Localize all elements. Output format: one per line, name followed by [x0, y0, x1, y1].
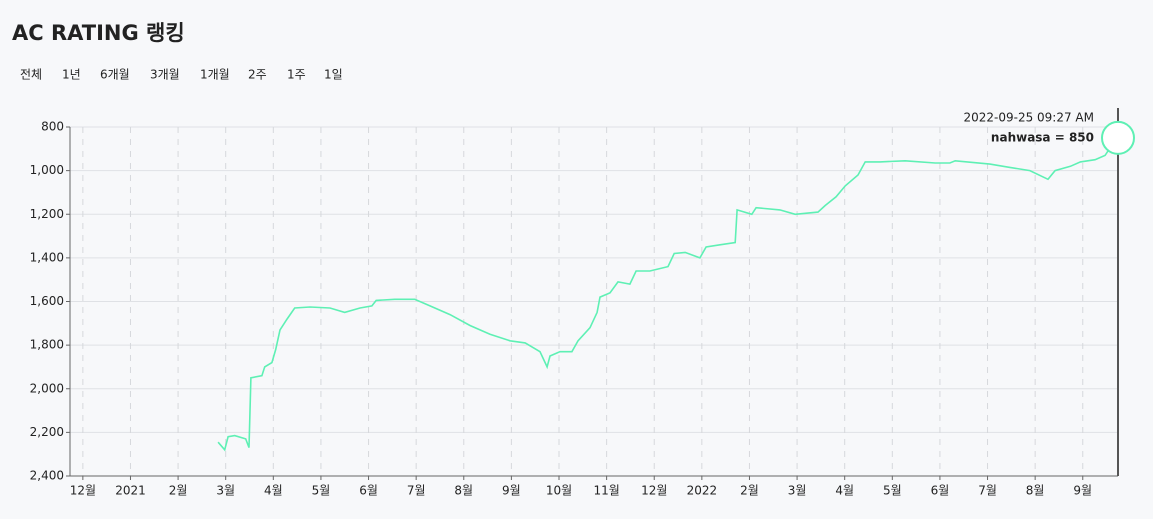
- y-tick-label: 1,000: [30, 163, 64, 177]
- tooltip-value: nahwasa = 850: [991, 131, 1094, 145]
- x-tick-label: 2021: [115, 484, 146, 498]
- rating-line: [217, 137, 1119, 452]
- x-tick-label: 5월: [883, 484, 902, 498]
- x-tick-label: 7월: [407, 484, 426, 498]
- y-tick-label: 1,800: [30, 338, 64, 352]
- y-tick-label: 800: [41, 120, 64, 134]
- range-tab[interactable]: 1년: [62, 68, 81, 82]
- y-tick-label: 1,400: [30, 250, 64, 264]
- page-title: AC RATING 랭킹: [12, 21, 185, 45]
- y-tick-label: 2,400: [30, 469, 64, 483]
- x-tick-label: 2월: [169, 484, 188, 498]
- x-tick-label: 8월: [454, 484, 473, 498]
- x-tick-label: 6월: [931, 484, 950, 498]
- x-tick-label: 8월: [1026, 484, 1045, 498]
- x-tick-label: 7월: [978, 484, 997, 498]
- x-tick-label: 12월: [641, 484, 667, 498]
- x-tick-label: 11월: [593, 484, 619, 498]
- tooltip-date: 2022-09-25 09:27 AM: [963, 111, 1094, 125]
- range-tab[interactable]: 6개월: [100, 68, 130, 82]
- x-tick-label: 4월: [264, 484, 283, 498]
- x-tick-label: 6월: [359, 484, 378, 498]
- x-tick-label: 2월: [740, 484, 759, 498]
- y-tick-label: 2,000: [30, 381, 64, 395]
- x-tick-label: 10월: [546, 484, 572, 498]
- x-tick-label: 4월: [835, 484, 854, 498]
- x-tick-label: 12월: [70, 484, 96, 498]
- range-tab[interactable]: 전체: [20, 68, 42, 82]
- x-tick-label: 5월: [312, 484, 331, 498]
- y-tick-label: 2,200: [30, 425, 64, 439]
- y-tick-label: 1,600: [30, 294, 64, 308]
- range-tab[interactable]: 1주: [287, 68, 306, 82]
- x-tick-label: 9월: [1073, 484, 1092, 498]
- x-tick-label: 9월: [502, 484, 521, 498]
- y-tick-label: 1,200: [30, 207, 64, 221]
- x-tick-label: 2022: [687, 484, 718, 498]
- avatar-marker: [1101, 120, 1135, 155]
- range-tab[interactable]: 3개월: [150, 68, 180, 82]
- range-tab[interactable]: 1개월: [200, 68, 230, 82]
- range-tab[interactable]: 1일: [324, 68, 343, 82]
- x-tick-label: 3월: [216, 484, 235, 498]
- x-tick-label: 3월: [788, 484, 807, 498]
- range-tab[interactable]: 2주: [248, 68, 267, 82]
